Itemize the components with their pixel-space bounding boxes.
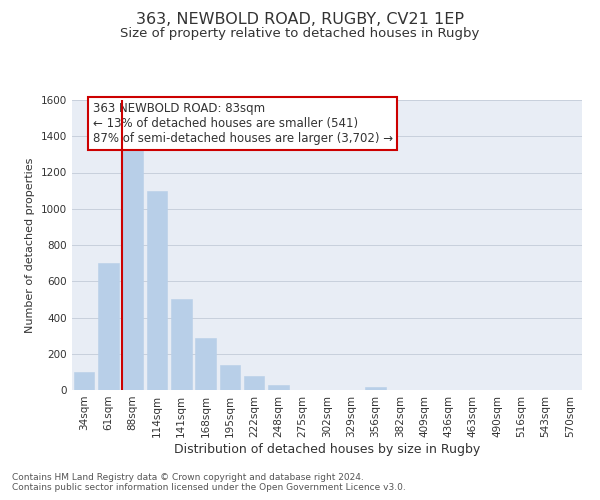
- Text: Contains HM Land Registry data © Crown copyright and database right 2024.: Contains HM Land Registry data © Crown c…: [12, 474, 364, 482]
- Bar: [146, 190, 167, 390]
- Text: 363 NEWBOLD ROAD: 83sqm
← 13% of detached houses are smaller (541)
87% of semi-d: 363 NEWBOLD ROAD: 83sqm ← 13% of detache…: [92, 102, 393, 145]
- Bar: [365, 388, 386, 390]
- Bar: [171, 300, 191, 390]
- Bar: [122, 149, 143, 390]
- Bar: [220, 364, 240, 390]
- Bar: [74, 372, 94, 390]
- Bar: [268, 384, 289, 390]
- Y-axis label: Number of detached properties: Number of detached properties: [25, 158, 35, 332]
- Text: Contains public sector information licensed under the Open Government Licence v3: Contains public sector information licen…: [12, 484, 406, 492]
- Bar: [195, 338, 216, 390]
- Bar: [244, 376, 265, 390]
- Text: 363, NEWBOLD ROAD, RUGBY, CV21 1EP: 363, NEWBOLD ROAD, RUGBY, CV21 1EP: [136, 12, 464, 28]
- Bar: [98, 263, 119, 390]
- Text: Size of property relative to detached houses in Rugby: Size of property relative to detached ho…: [121, 28, 479, 40]
- X-axis label: Distribution of detached houses by size in Rugby: Distribution of detached houses by size …: [174, 442, 480, 456]
